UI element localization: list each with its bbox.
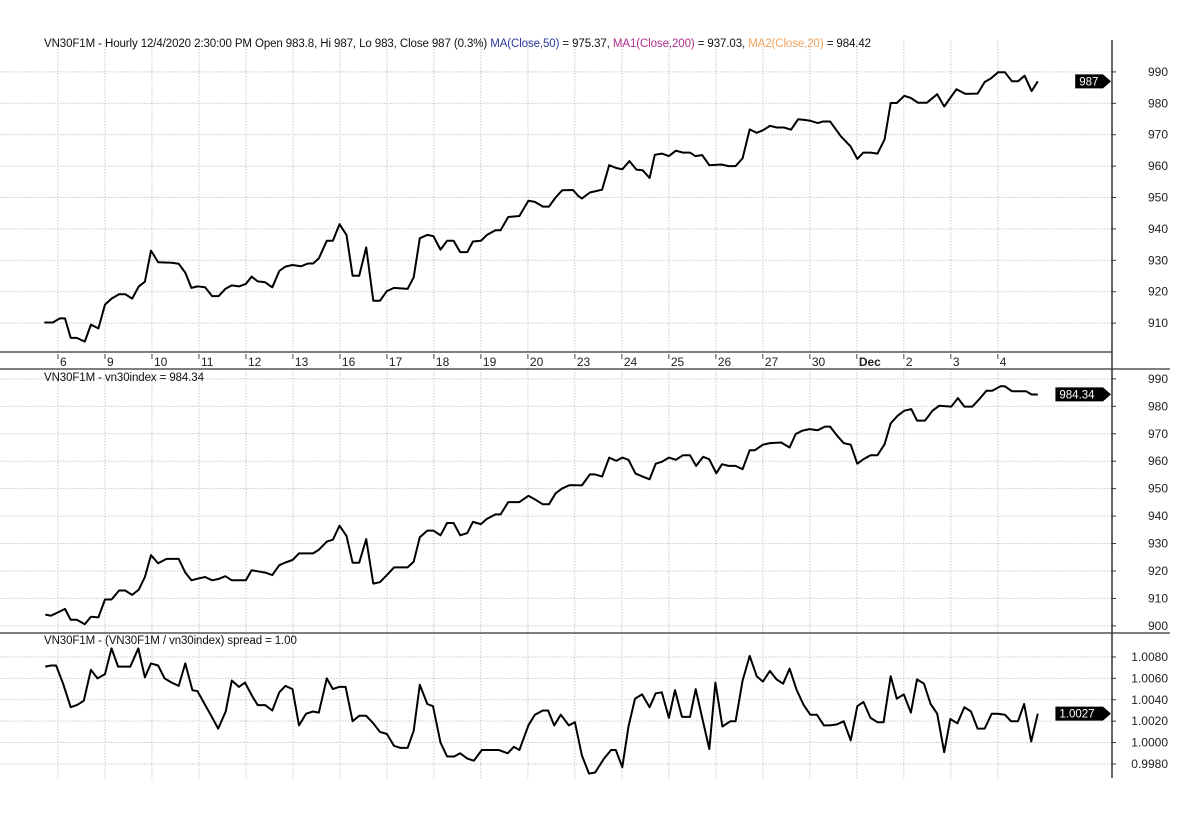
price-panel-title: VN30F1M - Hourly 12/4/2020 2:30:00 PM Op… — [44, 38, 871, 50]
index-panel-title: VN30F1M - vn30index = 984.34 — [44, 372, 204, 384]
x-tick-label: 27 — [765, 355, 779, 369]
index-last-value-tag — [1055, 387, 1111, 402]
price-y-tick-label: 970 — [1148, 128, 1168, 142]
x-tick-label: 24 — [624, 355, 638, 369]
last-value-tags: 987 984.34 1.0027 — [1055, 74, 1111, 721]
x-tick-label: 10 — [154, 355, 168, 369]
title-segment: = 984.42 — [823, 38, 871, 50]
spread-last-value-tag — [1055, 706, 1111, 721]
x-tick-label: 2 — [906, 355, 913, 369]
x-axis: 6 9 10 11 12 13 16 17 18 19 20 23 24 25 26 27 30 Dec 2 3 4 — [57, 354, 1007, 369]
title-segment: VN30F1M - (VN30F1M / vn30index) spread =… — [44, 635, 297, 647]
price-y-tick-label: 950 — [1148, 191, 1168, 205]
price-y-tick-label: 940 — [1148, 222, 1168, 236]
index-last-value-label: 984.34 — [1059, 389, 1095, 401]
index-y-tick-label: 930 — [1148, 537, 1168, 551]
x-tick-label: Dec — [859, 355, 881, 369]
x-tick-label: 17 — [389, 355, 403, 369]
x-tick-label: 12 — [248, 355, 262, 369]
title-segment: = 975.37, — [559, 38, 613, 50]
y-axis: 990 980 970 960 950 940 930 920 910 990 980 970 960 9… — [1112, 65, 1168, 771]
title-segment: MA(Close,50) — [490, 38, 560, 50]
x-tick-label: 20 — [530, 355, 544, 369]
index-y-tick-label: 970 — [1148, 427, 1168, 441]
price-last-value-tag — [1075, 74, 1111, 89]
x-tick-label: 25 — [671, 355, 685, 369]
spread-y-tick-label: 1.0000 — [1131, 736, 1168, 750]
grid-lines — [0, 40, 1112, 780]
title-segment: VN30F1M - Hourly 12/4/2020 2:30:00 PM Op… — [44, 38, 491, 50]
x-tick-label: 18 — [436, 355, 450, 369]
x-tick-label: 13 — [295, 355, 309, 369]
index-y-tick-label: 980 — [1148, 399, 1168, 413]
price-y-tick-label: 910 — [1148, 316, 1168, 330]
x-tick-label: 6 — [60, 355, 67, 369]
spread-last-value-label: 1.0027 — [1059, 709, 1094, 721]
price-y-tick-label: 960 — [1148, 159, 1168, 173]
x-tick-label: 16 — [342, 355, 356, 369]
spread-series-line — [45, 647, 1039, 775]
index-y-tick-label: 920 — [1148, 564, 1168, 578]
title-segment: MA2(Close,20) — [748, 38, 824, 50]
x-tick-label: 26 — [718, 355, 732, 369]
price-y-tick-label: 990 — [1148, 65, 1168, 79]
index-y-tick-label: 950 — [1148, 482, 1168, 496]
x-tick-label: 3 — [953, 355, 960, 369]
x-tick-label: 30 — [812, 355, 826, 369]
spread-y-tick-label: 1.0080 — [1131, 650, 1168, 664]
panel-frame — [0, 40, 1170, 778]
series-lines — [44, 71, 1039, 775]
spread-y-tick-label: 1.0020 — [1131, 714, 1168, 728]
x-tick-label: 23 — [577, 355, 591, 369]
index-y-tick-label: 940 — [1148, 509, 1168, 523]
title-segment: MA1(Close,200) — [612, 38, 695, 50]
x-tick-label: 4 — [1000, 355, 1007, 369]
x-tick-label: 19 — [483, 355, 497, 369]
price-last-value-label: 987 — [1079, 76, 1098, 88]
spread-y-tick-label: 1.0060 — [1131, 671, 1168, 685]
price-y-tick-label: 980 — [1148, 96, 1168, 110]
price-y-tick-label: 920 — [1148, 285, 1168, 299]
x-tick-label: 11 — [201, 355, 214, 369]
x-tick-label: 9 — [107, 355, 114, 369]
price-y-tick-label: 930 — [1148, 253, 1168, 267]
spread-y-tick-label: 0.9980 — [1131, 757, 1168, 771]
index-y-tick-label: 910 — [1148, 591, 1168, 605]
title-segment: VN30F1M - vn30index = 984.34 — [44, 372, 204, 384]
index-series-line — [45, 385, 1038, 626]
title-segment: = 937.03, — [694, 38, 749, 50]
spread-y-tick-label: 1.0040 — [1131, 693, 1168, 707]
index-y-tick-label: 900 — [1148, 619, 1168, 633]
index-y-tick-label: 960 — [1148, 454, 1168, 468]
price-series-line — [44, 71, 1039, 343]
spread-panel-title: VN30F1M - (VN30F1M / vn30index) spread =… — [44, 635, 297, 647]
index-y-tick-label: 990 — [1148, 372, 1168, 386]
